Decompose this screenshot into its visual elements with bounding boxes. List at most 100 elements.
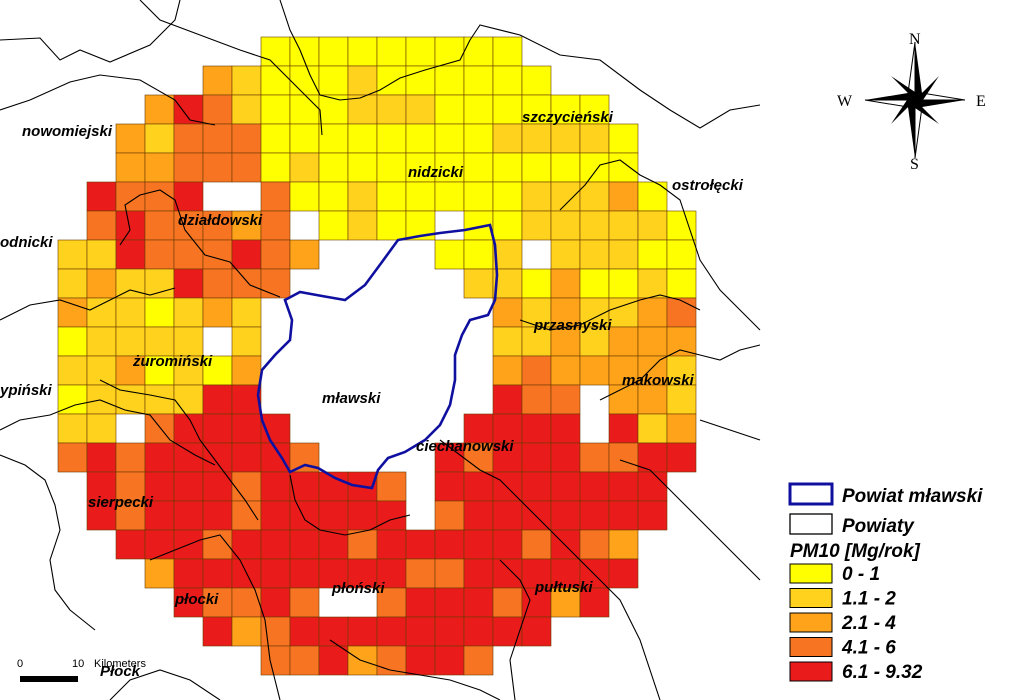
grid-cell xyxy=(115,268,146,299)
border-line xyxy=(599,344,761,401)
border-line xyxy=(619,459,761,581)
grid-cell xyxy=(144,529,175,560)
grid-cell xyxy=(463,616,494,647)
grid-cell xyxy=(376,65,407,96)
grid-cell xyxy=(521,355,552,386)
grid-cell xyxy=(463,152,494,183)
grid-cell xyxy=(405,529,436,560)
grid-cell xyxy=(376,210,407,241)
grid-cell xyxy=(144,94,175,125)
powiat-label-nidzicki: nidzicki xyxy=(408,164,464,181)
grid-cell xyxy=(318,558,349,589)
grid-cell xyxy=(376,558,407,589)
grid-cell xyxy=(434,558,465,589)
border-line xyxy=(0,454,96,631)
grid-cell xyxy=(289,181,320,212)
grid-cell xyxy=(202,210,233,241)
grid-cell xyxy=(115,123,146,154)
grid-cell xyxy=(376,152,407,183)
grid-cell xyxy=(666,355,697,386)
grid-cell xyxy=(463,471,494,502)
grid-cell xyxy=(144,558,175,589)
grid-cell xyxy=(521,558,552,589)
grid-cell xyxy=(550,558,581,589)
grid-cell xyxy=(666,297,697,328)
border-line xyxy=(0,74,216,126)
grid-cell xyxy=(521,152,552,183)
grid-cell xyxy=(115,181,146,212)
grid-cell xyxy=(492,355,523,386)
compass-rose: N S E W xyxy=(837,31,986,173)
grid-cell xyxy=(347,123,378,154)
grid-cell xyxy=(347,152,378,183)
powiat-label-pultuski: pułtuski xyxy=(534,579,593,596)
grid-cell xyxy=(231,297,262,328)
grid-cell xyxy=(202,413,233,444)
grid-cell xyxy=(202,442,233,473)
grid-cell xyxy=(550,355,581,386)
grid-cell xyxy=(57,413,88,444)
grid-cell xyxy=(376,471,407,502)
grid-cell xyxy=(666,384,697,415)
grid-cell xyxy=(550,181,581,212)
grid-cell xyxy=(434,123,465,154)
grid-cell xyxy=(260,239,291,270)
grid-cell xyxy=(144,152,175,183)
grid-cell xyxy=(492,471,523,502)
grid-cell xyxy=(202,123,233,154)
grid-cell xyxy=(347,210,378,241)
grid-cell xyxy=(550,413,581,444)
grid-cell xyxy=(434,500,465,531)
powiat-label-ciechanowski: ciechanowski xyxy=(416,438,514,455)
grid-cell xyxy=(579,355,610,386)
grid-cell xyxy=(86,268,117,299)
grid-cell xyxy=(347,529,378,560)
grid-cell xyxy=(405,181,436,212)
grid-cell xyxy=(666,442,697,473)
grid-cell xyxy=(637,355,668,386)
grid-cell xyxy=(579,239,610,270)
grid-cell xyxy=(260,94,291,125)
grid-cell xyxy=(463,239,494,270)
grid-cell xyxy=(434,36,465,67)
grid-cell xyxy=(318,616,349,647)
grid-cell xyxy=(86,181,117,212)
grid-cell xyxy=(318,152,349,183)
border-line xyxy=(99,379,259,521)
grid-cell xyxy=(231,94,262,125)
grid-cell xyxy=(289,65,320,96)
grid-cell xyxy=(608,268,639,299)
scale-bar-segment xyxy=(20,676,78,682)
grid-cell xyxy=(405,152,436,183)
grid-cell xyxy=(231,210,262,241)
grid-cell xyxy=(144,239,175,270)
grid-cell xyxy=(115,500,146,531)
legend-class-label: 4.1 - 6 xyxy=(841,638,896,659)
grid-cell xyxy=(173,152,204,183)
scale-ten: 10 xyxy=(72,658,84,670)
grid-cell xyxy=(231,616,262,647)
grid-cell xyxy=(86,442,117,473)
grid-cell xyxy=(579,94,610,125)
legend-swatch-powiaty xyxy=(789,513,833,535)
grid-cell xyxy=(347,65,378,96)
grid-cell xyxy=(521,442,552,473)
grid-cell xyxy=(405,123,436,154)
legend-class-label: 1.1 - 2 xyxy=(842,589,896,610)
powiat-label-ypinski: ypiński xyxy=(0,382,53,399)
powiat-label-plocki: płocki xyxy=(174,591,219,608)
grid-cell xyxy=(231,326,262,357)
grid-cell xyxy=(579,123,610,154)
grid-cell xyxy=(347,36,378,67)
grid-cell xyxy=(463,587,494,618)
grid-cell xyxy=(637,384,668,415)
legend-title: PM10 [Mg/rok] xyxy=(790,541,921,562)
compass-n: N xyxy=(909,31,921,48)
grid-cell xyxy=(347,181,378,212)
grid-cell xyxy=(260,500,291,531)
border-line xyxy=(149,534,281,700)
grid-cell xyxy=(637,471,668,502)
grid-cell xyxy=(260,181,291,212)
grid-cell xyxy=(173,123,204,154)
grid-cell xyxy=(289,558,320,589)
